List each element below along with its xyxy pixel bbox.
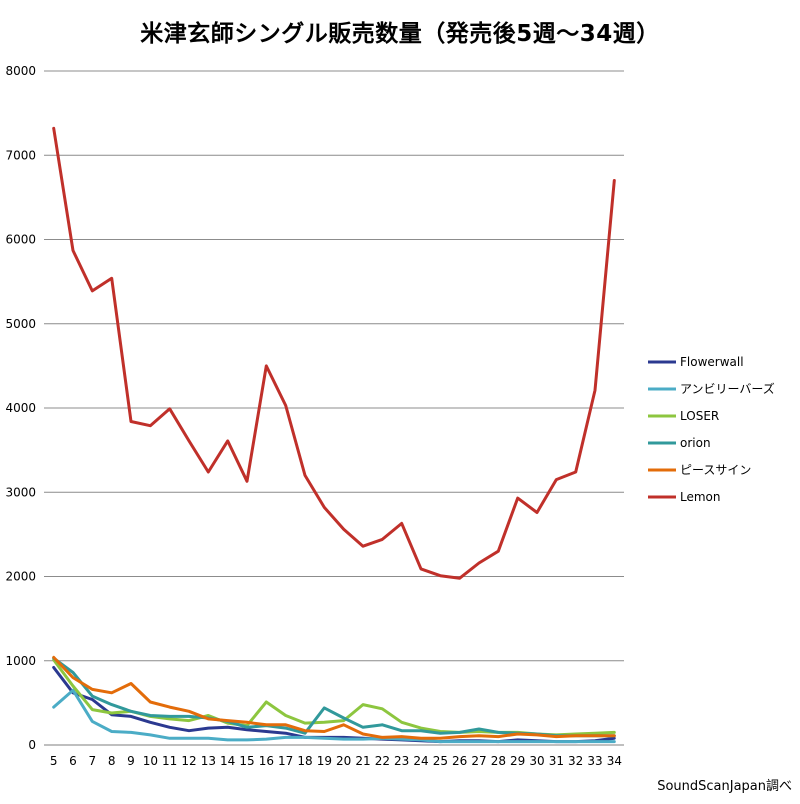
legend-label: Lemon	[680, 490, 721, 504]
y-tick-label: 4000	[5, 401, 36, 415]
legend-label: orion	[680, 436, 711, 450]
x-tick-label: 7	[89, 754, 97, 768]
x-tick-label: 25	[433, 754, 448, 768]
series-line	[52, 655, 616, 740]
x-tick-label: 5	[50, 754, 58, 768]
series-line	[52, 656, 616, 738]
x-tick-label: 33	[587, 754, 602, 768]
x-tick-label: 30	[529, 754, 544, 768]
source-note: SoundScanJapan調べ	[657, 779, 792, 794]
y-tick-label: 3000	[5, 485, 36, 499]
series-line	[52, 658, 616, 737]
legend-label: Flowerwall	[680, 355, 744, 369]
series-line	[52, 126, 616, 580]
x-tick-label: 21	[355, 754, 370, 768]
x-tick-label: 19	[317, 754, 332, 768]
x-tick-label: 20	[336, 754, 351, 768]
x-tick-label: 13	[201, 754, 216, 768]
x-tick-label: 23	[394, 754, 409, 768]
y-tick-label: 1000	[5, 654, 36, 668]
y-tick-label: 7000	[5, 148, 36, 162]
x-tick-label: 28	[491, 754, 506, 768]
x-tick-label: 32	[568, 754, 583, 768]
x-tick-label: 6	[69, 754, 77, 768]
x-tick-label: 24	[413, 754, 428, 768]
series-line	[52, 688, 616, 744]
y-tick-label: 0	[28, 738, 36, 752]
legend-label: アンビリーバーズ	[680, 381, 775, 396]
x-tick-label: 8	[108, 754, 116, 768]
x-tick-label: 16	[259, 754, 274, 768]
x-tick-label: 27	[471, 754, 486, 768]
x-tick-label: 34	[607, 754, 622, 768]
x-tick-label: 17	[278, 754, 293, 768]
x-tick-label: 12	[181, 754, 196, 768]
x-tick-label: 18	[297, 754, 312, 768]
legend-label: LOSER	[680, 409, 719, 423]
x-tick-label: 11	[162, 754, 177, 768]
x-tick-label: 31	[549, 754, 564, 768]
y-tick-label: 2000	[5, 570, 36, 584]
x-tick-label: 26	[452, 754, 467, 768]
y-tick-label: 6000	[5, 233, 36, 247]
series-line	[52, 666, 616, 744]
legend-label: ピースサイン	[680, 463, 751, 477]
x-tick-label: 14	[220, 754, 235, 768]
x-tick-label: 29	[510, 754, 525, 768]
y-tick-label: 8000	[5, 64, 36, 78]
x-tick-label: 10	[143, 754, 158, 768]
x-tick-label: 15	[239, 754, 254, 768]
x-tick-label: 22	[375, 754, 390, 768]
y-tick-label: 5000	[5, 317, 36, 331]
chart-title: 米津玄師シングル販売数量（発売後5週～34週）	[140, 21, 660, 47]
x-tick-label: 9	[127, 754, 135, 768]
